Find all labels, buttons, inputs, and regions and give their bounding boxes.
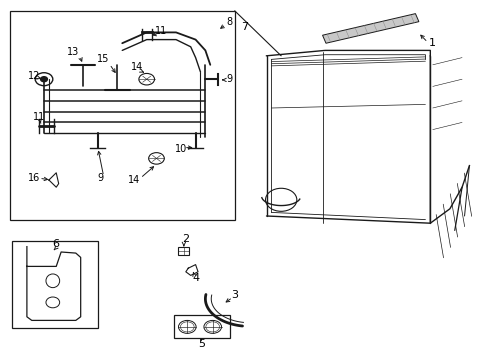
Text: 9: 9 — [97, 173, 103, 183]
Bar — [178, 247, 189, 255]
Text: 15: 15 — [96, 54, 109, 64]
Bar — [10, 11, 234, 220]
Text: 4: 4 — [192, 273, 199, 283]
Text: 14: 14 — [128, 175, 141, 185]
Text: 2: 2 — [182, 234, 189, 244]
Text: 8: 8 — [226, 17, 232, 27]
Text: 14: 14 — [130, 62, 143, 72]
Text: 9: 9 — [226, 74, 232, 84]
Text: 11: 11 — [155, 26, 167, 36]
Text: 5: 5 — [198, 339, 204, 349]
Polygon shape — [322, 14, 418, 43]
Text: 6: 6 — [53, 239, 60, 249]
Text: 13: 13 — [67, 47, 80, 57]
Bar — [173, 315, 229, 338]
Text: 16: 16 — [28, 173, 41, 183]
Text: 10: 10 — [174, 144, 187, 154]
Text: 12: 12 — [28, 71, 41, 81]
Bar — [12, 241, 98, 328]
Text: 3: 3 — [231, 290, 238, 300]
Text: 1: 1 — [428, 38, 435, 48]
Text: 11: 11 — [33, 112, 45, 122]
Circle shape — [41, 77, 47, 82]
Text: 7: 7 — [241, 22, 247, 32]
